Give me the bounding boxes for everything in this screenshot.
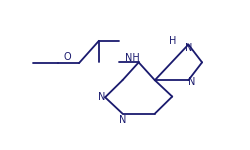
- Text: N: N: [185, 43, 192, 53]
- Text: H: H: [168, 36, 176, 46]
- Text: O: O: [64, 52, 71, 62]
- Text: N: N: [98, 92, 105, 102]
- Text: NH: NH: [125, 53, 140, 63]
- Text: N: N: [119, 115, 126, 125]
- Text: N: N: [188, 77, 196, 87]
